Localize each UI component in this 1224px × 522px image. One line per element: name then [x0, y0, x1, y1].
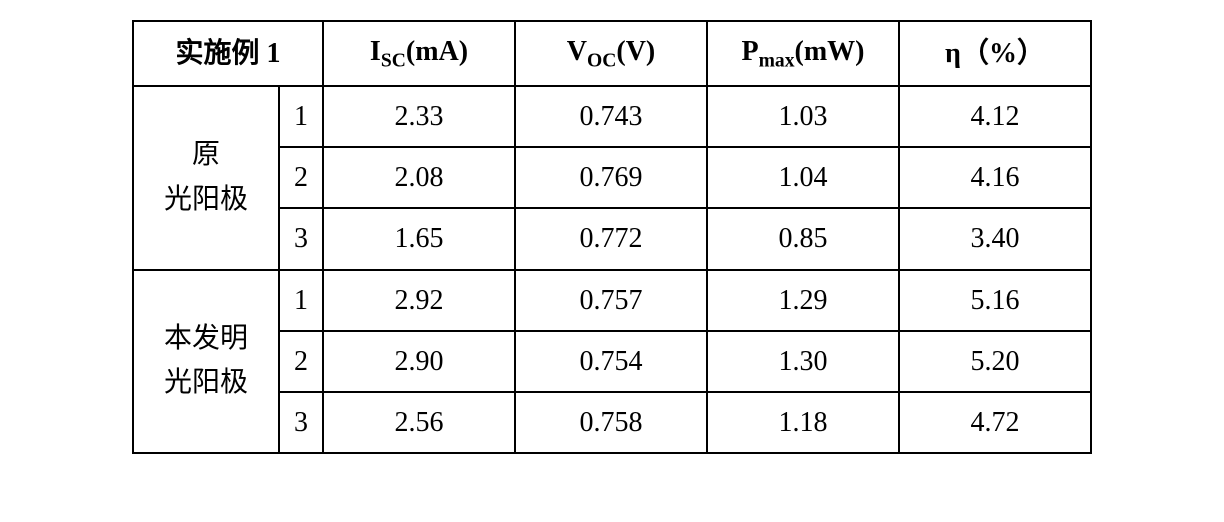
cell-isc: 2.08: [323, 147, 515, 208]
data-table: 实施例 1 ISC(mA) VOC(V) Pmax(mW) η（%） 原 光阳极…: [132, 20, 1092, 454]
cell-voc: 0.743: [515, 86, 707, 147]
cell-isc: 1.65: [323, 208, 515, 269]
row-idx: 3: [279, 392, 323, 453]
cell-eta: 4.16: [899, 147, 1091, 208]
cell-eta: 4.12: [899, 86, 1091, 147]
header-isc-unit: (mA): [406, 36, 468, 67]
header-isc-pre: I: [370, 36, 381, 67]
header-isc-sub: SC: [381, 51, 406, 72]
header-pmax-pre: P: [741, 36, 758, 67]
header-eta-pre: η: [945, 38, 961, 69]
group-label-1-line2: 光阳极: [164, 184, 248, 215]
row-idx: 2: [279, 147, 323, 208]
header-pmax: Pmax(mW): [707, 21, 899, 86]
cell-eta: 5.20: [899, 331, 1091, 392]
group-label-1: 原 光阳极: [133, 86, 279, 270]
cell-isc: 2.90: [323, 331, 515, 392]
header-eta: η（%）: [899, 21, 1091, 86]
header-voc-pre: V: [567, 36, 587, 67]
cell-isc: 2.56: [323, 392, 515, 453]
row-idx: 2: [279, 331, 323, 392]
cell-pmax: 1.18: [707, 392, 899, 453]
group-label-2-line1: 本发明: [164, 323, 248, 354]
header-voc-sub: OC: [587, 51, 616, 72]
cell-eta: 5.16: [899, 270, 1091, 331]
group-label-1-line1: 原: [192, 139, 220, 170]
header-voc-unit: (V): [616, 36, 655, 67]
cell-pmax: 1.29: [707, 270, 899, 331]
table-row: 原 光阳极 1 2.33 0.743 1.03 4.12: [133, 86, 1091, 147]
header-voc: VOC(V): [515, 21, 707, 86]
group-label-2: 本发明 光阳极: [133, 270, 279, 454]
header-title: 实施例 1: [133, 21, 323, 86]
header-isc: ISC(mA): [323, 21, 515, 86]
cell-pmax: 1.03: [707, 86, 899, 147]
cell-voc: 0.757: [515, 270, 707, 331]
header-pmax-unit: (mW): [795, 36, 865, 67]
cell-voc: 0.772: [515, 208, 707, 269]
cell-pmax: 0.85: [707, 208, 899, 269]
row-idx: 1: [279, 270, 323, 331]
cell-eta: 3.40: [899, 208, 1091, 269]
row-idx: 1: [279, 86, 323, 147]
cell-pmax: 1.04: [707, 147, 899, 208]
cell-eta: 4.72: [899, 392, 1091, 453]
cell-isc: 2.33: [323, 86, 515, 147]
row-idx: 3: [279, 208, 323, 269]
cell-voc: 0.758: [515, 392, 707, 453]
header-eta-unit: （%）: [961, 38, 1045, 69]
cell-voc: 0.754: [515, 331, 707, 392]
table-header-row: 实施例 1 ISC(mA) VOC(V) Pmax(mW) η（%）: [133, 21, 1091, 86]
cell-isc: 2.92: [323, 270, 515, 331]
group-label-2-line2: 光阳极: [164, 367, 248, 398]
header-pmax-sub: max: [759, 51, 795, 72]
table-row: 本发明 光阳极 1 2.92 0.757 1.29 5.16: [133, 270, 1091, 331]
cell-pmax: 1.30: [707, 331, 899, 392]
cell-voc: 0.769: [515, 147, 707, 208]
